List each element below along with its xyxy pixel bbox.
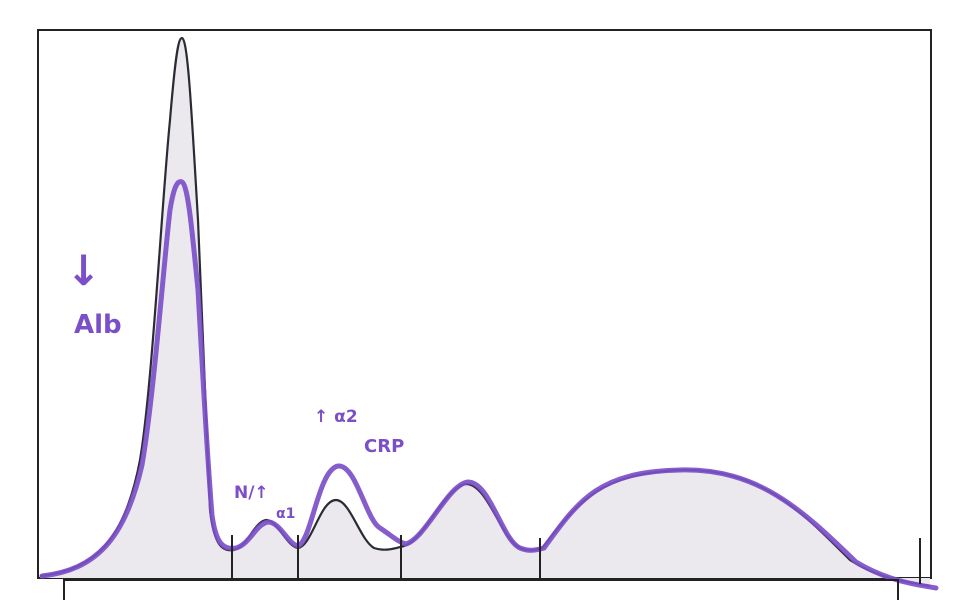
alpha2-label-line1: ↑ α2 — [314, 407, 358, 427]
alpha2-label-line2: CRP — [364, 436, 404, 457]
alpha1-label-line1: N/↑ — [234, 483, 269, 503]
lower-box-edge — [63, 579, 899, 600]
albumin-label: Alb — [74, 310, 122, 340]
alpha1-label-line2: α1 — [276, 506, 295, 522]
albumin-decrease-arrow: ↓ — [66, 246, 101, 295]
normal-curve-fill — [40, 38, 930, 586]
patient-trace — [39, 179, 939, 591]
